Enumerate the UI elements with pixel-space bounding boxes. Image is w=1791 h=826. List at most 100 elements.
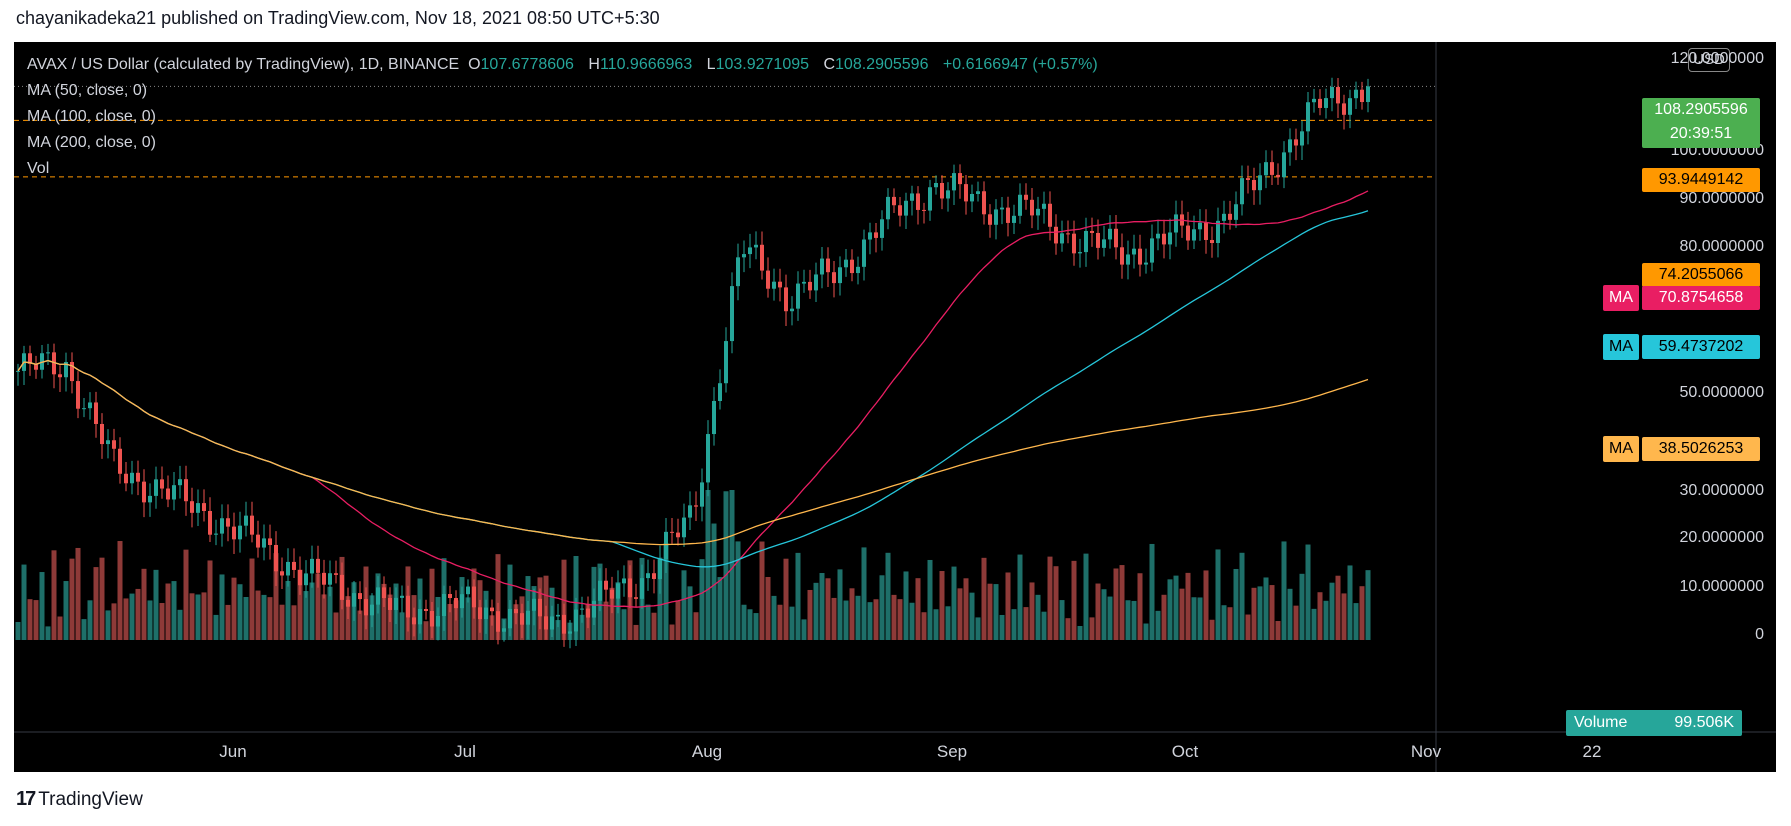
candle-body <box>478 607 482 620</box>
candle-body <box>130 472 134 484</box>
legend-ma200[interactable]: MA (200, close, 0) <box>27 134 156 151</box>
volume-bar <box>891 594 897 640</box>
candle-body <box>424 609 428 611</box>
volume-bar <box>423 621 429 640</box>
candle-body <box>910 193 914 201</box>
volume-bar <box>1215 549 1221 640</box>
ma200-badge: MA <box>1603 436 1639 462</box>
volume-bar <box>633 624 639 640</box>
volume-bar <box>1143 623 1149 640</box>
volume-bar <box>87 600 93 640</box>
volume-bar <box>819 573 825 640</box>
candle-body <box>388 598 392 610</box>
volume-bar <box>489 615 495 640</box>
volume-bar <box>1149 543 1155 640</box>
volume-bar <box>1257 586 1263 640</box>
volume-bar <box>321 594 327 640</box>
candle-body <box>982 191 986 215</box>
volume-bar <box>1029 582 1035 640</box>
open-key: O <box>468 56 481 73</box>
volume-bar <box>381 583 387 640</box>
candle-body <box>1156 233 1160 239</box>
candle-body <box>1078 252 1082 254</box>
volume-bar <box>117 541 123 640</box>
volume-bar <box>657 557 663 640</box>
candle-body <box>88 402 92 409</box>
chart-pane[interactable]: AVAX / US Dollar (calculated by TradingV… <box>14 42 1776 772</box>
candle-body <box>1366 86 1370 103</box>
candle-body <box>184 479 188 502</box>
price-axis-label: 50.0000000 <box>1679 384 1764 401</box>
candle-body <box>136 472 140 482</box>
volume-bar <box>717 577 723 640</box>
candle-body <box>988 214 992 225</box>
candle-body <box>760 244 764 271</box>
candle-body <box>40 353 44 370</box>
tradingview-footer[interactable]: 17 TradingView <box>16 788 143 811</box>
volume-bar <box>135 588 141 640</box>
volume-bar <box>1245 614 1251 640</box>
candle-body <box>346 599 350 607</box>
volume-bar <box>123 598 129 640</box>
volume-bar <box>1281 541 1287 640</box>
candle-body <box>652 573 656 579</box>
candle-body <box>1162 233 1166 245</box>
candle-body <box>298 569 302 586</box>
volume-bar <box>603 601 609 640</box>
candle-body <box>256 534 260 548</box>
candle-body <box>430 610 434 627</box>
candle-body <box>304 573 308 586</box>
candle-body <box>1294 139 1298 146</box>
volume-bar <box>447 604 453 640</box>
candle-body <box>52 352 56 375</box>
volume-bar <box>1005 572 1011 640</box>
volume-bar <box>39 572 45 640</box>
volume-bar <box>1059 600 1065 640</box>
volume-bar <box>837 569 843 640</box>
candle-body <box>1084 230 1088 253</box>
candle-body <box>742 254 746 258</box>
candle-body <box>316 558 320 573</box>
candle-body <box>766 270 770 289</box>
symbol-title[interactable]: AVAX / US Dollar (calculated by TradingV… <box>27 56 460 73</box>
candle-body <box>226 518 230 527</box>
candle-body <box>1336 87 1340 104</box>
candle-body <box>436 616 440 627</box>
legend-ma100[interactable]: MA (100, close, 0) <box>27 108 156 125</box>
volume-bar <box>465 597 471 640</box>
tradingview-logo-icon: 17 <box>16 788 36 810</box>
volume-bar <box>849 588 855 640</box>
price-chart-svg[interactable] <box>14 42 1776 772</box>
candle-body <box>556 614 560 617</box>
candle-body <box>928 187 932 211</box>
candle-body <box>526 610 530 625</box>
candle-body <box>808 281 812 291</box>
volume-bar <box>141 568 147 640</box>
currency-button[interactable]: USD <box>1688 48 1730 72</box>
last-price-value: 108.2905596 <box>1654 101 1748 118</box>
candle-body <box>394 597 398 610</box>
volume-label: Volume <box>1574 714 1628 731</box>
volume-bar <box>915 578 921 640</box>
volume-bar <box>855 595 861 640</box>
candle-body <box>550 616 554 630</box>
candle-body <box>352 593 356 607</box>
ma100-line <box>17 210 1369 568</box>
volume-bar <box>795 552 801 640</box>
last-price-tag: 108.2905596 20:39:51 <box>1642 98 1760 148</box>
candle-body <box>916 193 920 210</box>
candle-body <box>1246 178 1250 180</box>
volume-bar <box>789 606 795 640</box>
candle-body <box>490 607 494 612</box>
volume-bar <box>309 582 315 640</box>
change-value: +0.6166947 (+0.57%) <box>942 56 1098 73</box>
candle-body <box>76 381 80 409</box>
candle-body <box>244 515 248 526</box>
volume-bar <box>945 606 951 640</box>
volume-bar <box>261 594 267 640</box>
volume-bar <box>1263 577 1269 640</box>
legend-ma50[interactable]: MA (50, close, 0) <box>27 82 148 99</box>
legend-volume[interactable]: Vol <box>27 160 50 177</box>
candle-body <box>34 363 38 370</box>
price-axis-label: 20.0000000 <box>1679 529 1764 546</box>
